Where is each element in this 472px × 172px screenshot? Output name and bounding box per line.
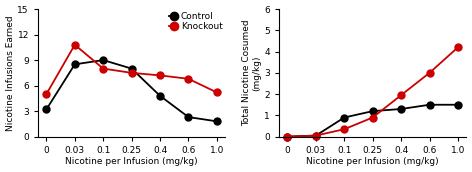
X-axis label: Nicotine per Infusion (mg/kg): Nicotine per Infusion (mg/kg): [65, 157, 198, 166]
Y-axis label: Total Nicotine Cosumed
(mg/kg): Total Nicotine Cosumed (mg/kg): [242, 20, 261, 126]
Legend: Control, Knockout: Control, Knockout: [168, 11, 224, 32]
X-axis label: Nicotine per Infusion (mg/kg): Nicotine per Infusion (mg/kg): [306, 157, 439, 166]
Y-axis label: Nicotine Infusions Earned: Nicotine Infusions Earned: [6, 15, 15, 131]
